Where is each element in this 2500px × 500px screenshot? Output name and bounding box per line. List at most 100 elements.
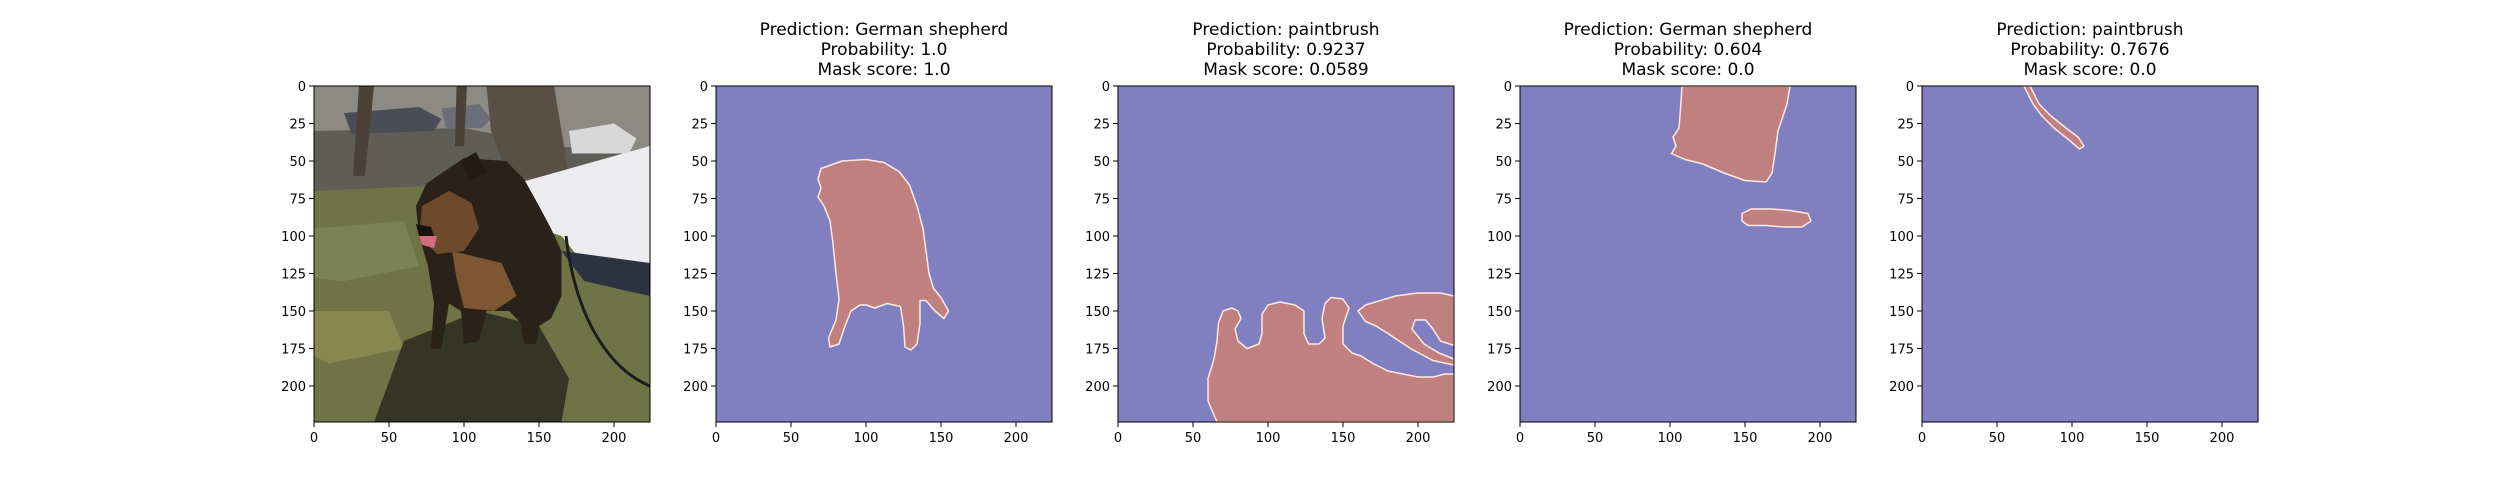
panel-5-x-tick-label-100: 100	[2060, 431, 2085, 446]
panel-2: Prediction: German shepherdProbability: …	[683, 20, 1053, 446]
panel-5-title-line-1: Prediction: paintbrush	[1996, 20, 2183, 40]
panel-4-title-line-1: Prediction: German shepherd	[1564, 20, 1813, 40]
panel-3-y-tick-label-150: 150	[1085, 305, 1110, 320]
panel-1: 0 50 100 150 200 0 25 50 75 100 125 150 175 200	[281, 80, 651, 446]
dog-photo	[314, 86, 650, 422]
panel-2-x-tick-label-200: 200	[1004, 431, 1029, 446]
photo-dog-tongue	[419, 236, 437, 248]
panel-5-y-tick-label-0: 0	[1906, 80, 1914, 95]
panel-1-y-tick-label-50: 50	[289, 155, 306, 170]
panel-5-y-tick-label-175: 175	[1889, 343, 1914, 358]
panel-1-x-tick-label-150: 150	[527, 431, 552, 446]
panel-4-y-tick-label-125: 125	[1487, 268, 1512, 283]
photo-car-middle	[441, 104, 491, 128]
panel-5-y-tick-label-150: 150	[1889, 305, 1914, 320]
panel-3-x-tick-label-100: 100	[1256, 431, 1281, 446]
panel-4-x-tick-label-0: 0	[1516, 431, 1524, 446]
panel-4: Prediction: German shepherdProbability: …	[1487, 20, 1857, 446]
panel-4-x-tick-label-200: 200	[1808, 431, 1833, 446]
panel-4-y-tick-label-200: 200	[1487, 380, 1512, 395]
panel-5-mask-region-1	[2023, 85, 2085, 150]
panel-1-x-tick-label-0: 0	[310, 431, 318, 446]
panel-2-title-line-1: Prediction: German shepherd	[760, 20, 1009, 40]
panel-4-mask-region-1	[1670, 85, 1791, 183]
panel-2-y-tick-label-100: 100	[683, 230, 708, 245]
panel-5-x-tick-label-200: 200	[2210, 431, 2235, 446]
photo-tree-thin-2	[455, 86, 467, 146]
panel-2-x-tick-label-150: 150	[929, 431, 954, 446]
panel-5-frame	[1921, 85, 2259, 423]
panel-1-x-tick-label-100: 100	[452, 431, 477, 446]
panel-2-title-line-3: Mask score: 1.0	[817, 60, 950, 80]
photo-person-jeans	[561, 251, 650, 296]
panel-3-title-line-1: Prediction: paintbrush	[1192, 20, 1379, 40]
panel-2-mask-region-1	[817, 158, 950, 351]
photo-grass-patch-2	[314, 311, 404, 364]
panel-2-title-line-2: Probability: 1.0	[821, 40, 948, 60]
panel-4-y-tick-label-175: 175	[1487, 343, 1512, 358]
panel-4-x-tick-label-50: 50	[1587, 431, 1604, 446]
panel-4-frame	[1519, 85, 1857, 423]
panel-2-y-tick-label-175: 175	[683, 343, 708, 358]
panel-4-title-line-3: Mask score: 0.0	[1621, 60, 1754, 80]
panel-1-y-tick-label-100: 100	[281, 230, 306, 245]
panel-2-y-tick-label-125: 125	[683, 268, 708, 283]
panel-2-y-tick-label-0: 0	[700, 80, 708, 95]
panel-5-x-tick-label-50: 50	[1989, 431, 2006, 446]
panel-4-y-tick-label-100: 100	[1487, 230, 1512, 245]
panel-5-title-line-3: Mask score: 0.0	[2023, 60, 2156, 80]
photo-dog-ear	[461, 152, 487, 179]
panel-1-y-tick-label-75: 75	[289, 193, 306, 208]
panel-5-x-tick-label-0: 0	[1918, 431, 1926, 446]
panel-3-title-line-3: Mask score: 0.0589	[1203, 60, 1368, 80]
panel-2-y-tick-label-50: 50	[691, 155, 708, 170]
panel-2-x-tick-label-50: 50	[783, 431, 800, 446]
panel-3-x-tick-label-200: 200	[1406, 431, 1431, 446]
panel-2-y-tick-label-25: 25	[691, 118, 708, 133]
panel-5-y-tick-label-200: 200	[1889, 380, 1914, 395]
photo-shadow	[374, 311, 569, 422]
panel-4-x-tick-label-150: 150	[1733, 431, 1758, 446]
panel-3-x-tick-label-150: 150	[1331, 431, 1356, 446]
panel-4-y-tick-label-75: 75	[1495, 193, 1512, 208]
panel-2-y-tick-label-200: 200	[683, 380, 708, 395]
panel-3-x-tick-label-0: 0	[1114, 431, 1122, 446]
panel-2-y-tick-label-150: 150	[683, 305, 708, 320]
panel-1-x-tick-label-50: 50	[381, 431, 398, 446]
photo-dog-chest	[452, 251, 517, 311]
panel-1-y-tick-label-175: 175	[281, 343, 306, 358]
panel-5-y-tick-label-75: 75	[1897, 193, 1914, 208]
photo-tree-thin	[353, 86, 374, 176]
panel-3-y-tick-label-175: 175	[1085, 343, 1110, 358]
panel-1-y-tick-label-0: 0	[298, 80, 306, 95]
panel-3-y-tick-label-200: 200	[1085, 380, 1110, 395]
panel-5-background	[1922, 86, 2258, 422]
panel-5-y-tick-label-50: 50	[1897, 155, 1914, 170]
panel-1-y-tick-label-25: 25	[289, 118, 306, 133]
panel-1-y-tick-label-125: 125	[281, 268, 306, 283]
photo-grass-patch-1	[314, 221, 419, 281]
panel-3-y-tick-label-100: 100	[1085, 230, 1110, 245]
panel-3-y-tick-label-125: 125	[1085, 268, 1110, 283]
photo-car-right	[569, 123, 637, 154]
photo-leash	[564, 235, 650, 388]
panel-3-x-tick-label-50: 50	[1185, 431, 1202, 446]
panel-4-y-tick-label-50: 50	[1495, 155, 1512, 170]
panel-2-frame	[715, 85, 1053, 423]
panel-1-frame	[313, 85, 651, 423]
panel-4-title-line-2: Probability: 0.604	[1614, 40, 1762, 60]
photo-dog-nose	[416, 224, 434, 236]
panel-3-y-tick-label-0: 0	[1102, 80, 1110, 95]
panel-5-title-line-2: Probability: 0.7676	[2010, 40, 2169, 60]
panel-5-x-tick-label-150: 150	[2135, 431, 2160, 446]
panel-3-y-tick-label-50: 50	[1093, 155, 1110, 170]
panel-5-y-tick-label-100: 100	[1889, 230, 1914, 245]
panel-3-y-tick-label-75: 75	[1093, 193, 1110, 208]
panel-3-mask-region-1	[1207, 296, 1455, 423]
panel-3-mask-region-2	[1357, 292, 1455, 366]
panel-3-y-tick-label-25: 25	[1093, 118, 1110, 133]
panel-4-x-tick-label-100: 100	[1658, 431, 1683, 446]
panel-5-y-tick-label-25: 25	[1897, 118, 1914, 133]
